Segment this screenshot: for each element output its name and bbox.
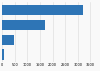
Bar: [2, 49, 4, 60]
Bar: [2, 35, 14, 45]
Bar: [2, 20, 45, 30]
Bar: [2, 5, 83, 15]
